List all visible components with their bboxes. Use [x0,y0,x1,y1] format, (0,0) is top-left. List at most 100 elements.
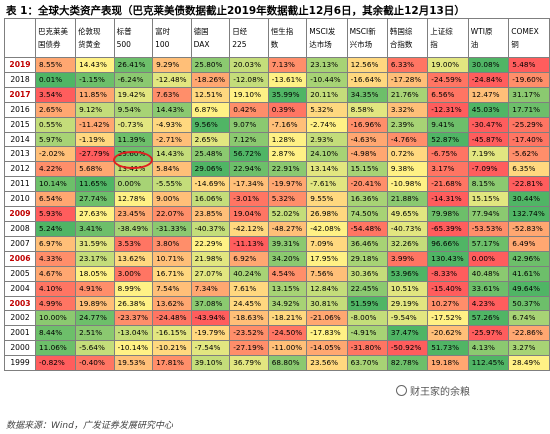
column-header-line: 指 [430,40,438,49]
value-cell: 40.48% [467,265,510,282]
year-cell: 2007 [4,235,36,252]
column-header-line: 兴市场 [349,40,373,49]
year-cell: 2009 [4,206,36,222]
value-cell: 23.13% [306,57,348,73]
value-cell: 0.55% [34,116,77,133]
value-cell: 30.81% [306,295,348,312]
value-cell: 3.32% [386,101,429,118]
value-cell: 29.19% [386,295,429,312]
table-row: 2002 10.00% 24.77% -23.37% -24.48% -43.94% -18… [4,310,550,327]
value-cell: 31.17% [508,86,550,103]
column-header-hsi: 恒生指数 [267,18,308,58]
value-cell: -8.33% [427,265,469,282]
value-cell: 19.00% [427,57,469,73]
value-cell: -11.00% [267,340,308,357]
value-cell: 56.72% [229,146,269,163]
value-cell: -10.14% [113,340,154,357]
value-cell: 4.13% [467,340,510,357]
value-cell: -30.47% [467,116,510,133]
value-cell: 27.07% [190,265,231,282]
value-cell: 24.77% [75,310,115,327]
value-cell: 51.73% [427,340,469,357]
column-header-line: 225 [232,40,247,49]
value-cell: -5.55% [152,176,192,193]
value-cell: -13.04% [113,325,154,342]
value-cell: -17.34% [229,176,269,193]
value-cell: 19.10% [229,86,269,103]
value-cell: -9.54% [386,310,429,327]
value-cell: 2.51% [75,325,115,342]
column-header-line: 油 [470,40,479,49]
value-cell: -18.21% [267,310,308,327]
value-cell: -17.83% [306,325,348,342]
value-cell: 7.61% [229,280,269,297]
value-cell: -42.12% [229,220,269,237]
column-header-line: 富时 [155,27,171,36]
year-cell: 2000 [4,340,36,357]
value-cell: -6.75% [427,146,469,163]
value-cell: 36.46% [346,235,388,252]
value-cell: 9.07% [229,116,269,133]
value-cell: 12.84% [306,280,348,297]
value-cell: -2.74% [306,116,348,133]
value-cell: 51.59% [346,295,388,312]
year-cell: 2011 [4,176,36,193]
value-cell: -19.79% [190,325,231,342]
value-cell: 6.54% [34,191,77,208]
column-header-line: MSCI发 [309,27,336,36]
value-cell: -24.48% [152,310,192,327]
value-cell: 37.08% [190,295,231,312]
value-cell: 27.74% [75,191,115,208]
value-cell: -21.06% [306,310,348,327]
value-cell: 79.98% [427,206,469,222]
value-cell: -11.42% [75,116,115,133]
value-cell: 16.71% [152,265,192,282]
value-cell: 4.33% [34,250,77,267]
value-cell: 11.06% [34,340,77,357]
value-cell: 29.06% [190,161,231,178]
value-cell: -27.19% [229,340,269,357]
value-cell: 14.43% [152,101,192,118]
value-cell: 10.14% [34,176,77,193]
value-cell: 52.02% [267,206,308,222]
value-cell: -53.53% [467,220,510,237]
value-cell: 33.61% [467,280,510,297]
value-cell: 13.62% [113,250,154,267]
value-cell: -22.81% [508,176,550,193]
value-cell: 49.65% [386,206,429,222]
value-cell: 25.80% [190,57,231,73]
column-header-line: 日经 [232,27,248,36]
value-cell: -25.29% [508,116,550,133]
value-cell: 0.42% [229,101,269,118]
value-cell: 6.56% [427,86,469,103]
value-cell: 5.97% [34,131,77,148]
value-cell: -5.64% [75,340,115,357]
value-cell: 42.96% [508,250,550,267]
value-cell: -38.49% [113,220,154,237]
value-cell: 130.43% [427,250,469,267]
value-cell: -12.31% [427,101,469,118]
value-cell: 20.03% [229,57,269,73]
value-cell: -17.28% [386,71,429,88]
value-cell: 132.74% [508,206,550,222]
value-cell: -52.83% [508,220,550,237]
value-cell: 6.92% [229,250,269,267]
value-cell: -2.02% [34,146,77,163]
year-cell: 2006 [4,250,36,267]
value-cell: -25.97% [467,325,510,342]
value-cell: 8.55% [34,57,77,73]
value-cell: -14.69% [190,176,231,193]
value-cell: 12.78% [113,191,154,208]
value-cell: 0.00% [467,250,510,267]
value-cell: -20.62% [427,325,469,342]
value-cell: 5.93% [34,206,77,222]
table-row: 2007 6.97% 31.59% 3.53% 3.80% 22.29% -11.13% 39… [4,235,550,252]
value-cell: -13.61% [267,71,308,88]
value-cell: 4.91% [75,280,115,297]
value-cell: 57.17% [467,235,510,252]
column-header-line: 500 [116,40,131,49]
table-row: 2009 5.93% 27.63% 23.45% 22.07% 23.85% 19.04% 5… [4,206,550,222]
value-cell: -18.26% [190,71,231,88]
column-header-lehman: 伦敦现 货黄金 [75,18,115,58]
value-cell: 34.92% [267,295,308,312]
